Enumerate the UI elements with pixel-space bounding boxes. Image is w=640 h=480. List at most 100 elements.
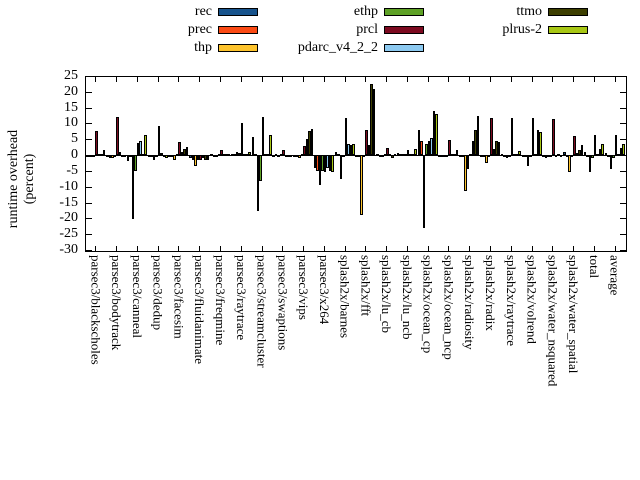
bar-ethp <box>529 155 532 158</box>
bar-rec <box>210 153 213 156</box>
bar-plrus-2 <box>310 128 314 156</box>
bar-prec <box>129 155 132 158</box>
x-tick-top <box>469 77 471 82</box>
x-category-label: parsec3/canneal <box>129 255 145 339</box>
bar-ethp <box>259 155 262 181</box>
bar-plrus-2 <box>227 153 230 156</box>
legend-swatch-prec <box>218 26 258 34</box>
bar-prcl <box>178 142 181 156</box>
bar-thp <box>401 153 405 156</box>
bar-ethp <box>591 155 594 158</box>
bar-prcl <box>552 118 555 156</box>
x-tick-bottom <box>427 246 429 251</box>
bar-prec <box>440 155 444 158</box>
bar-ethp <box>300 153 304 156</box>
bar-rec <box>438 155 441 158</box>
bar-plrus-2 <box>165 155 168 158</box>
y-tick-label-10: 10 <box>64 115 78 131</box>
bar-plrus-2 <box>435 113 438 156</box>
bar-thp <box>90 155 93 158</box>
y-tick-right <box>620 202 626 204</box>
legend-label-prcl: prcl <box>356 22 378 37</box>
bar-plrus-2 <box>559 155 563 158</box>
bar-ttmo <box>204 155 207 160</box>
bar-pdarc_v4_2_2 <box>575 152 579 156</box>
bar-pdarc_v4_2_2 <box>180 152 184 156</box>
bar-thp <box>422 155 426 228</box>
bar-thp <box>277 155 280 158</box>
y-tick-right <box>620 170 626 172</box>
x-category-label: splash2x/barnes <box>337 255 353 339</box>
y-tick-right <box>620 250 626 251</box>
x-tick-bottom <box>199 246 201 251</box>
bar-pdarc_v4_2_2 <box>201 155 205 159</box>
bar-prcl <box>240 122 244 156</box>
legend-swatch-thp <box>218 44 258 52</box>
bar-rec <box>334 151 338 156</box>
x-tick-top <box>116 77 118 82</box>
bar-thp <box>318 155 322 185</box>
legend-swatch-pdarc_v4_2_2 <box>384 44 424 52</box>
bar-thp <box>568 155 571 173</box>
bar-rec <box>604 152 608 156</box>
bar-ethp <box>92 155 96 158</box>
bar-plrus-2 <box>497 141 500 156</box>
y-tick-left <box>86 91 92 93</box>
bar-prec <box>295 155 299 158</box>
plot-area <box>85 76 627 252</box>
x-tick-bottom <box>552 246 554 251</box>
bar-thp <box>256 155 260 211</box>
bar-ttmo <box>495 140 498 156</box>
x-tick-top <box>365 77 367 82</box>
bar-ethp <box>570 155 574 158</box>
y-tick-right <box>620 234 626 236</box>
x-tick-top <box>510 77 512 82</box>
bar-prec <box>378 155 382 158</box>
y-tick-label--5: -5 <box>66 162 78 178</box>
y-tick-left <box>86 76 92 77</box>
bar-ttmo <box>598 149 602 156</box>
bar-rec <box>147 155 151 158</box>
y-tick-label-20: 20 <box>64 83 78 99</box>
y-tick-label--10: -10 <box>59 178 78 194</box>
bar-prec <box>337 153 340 156</box>
bar-prcl <box>199 155 202 160</box>
bar-plrus-2 <box>185 146 189 156</box>
y-tick-label--25: -25 <box>59 226 78 242</box>
bar-pdarc_v4_2_2 <box>430 137 433 156</box>
bar-ttmo <box>432 110 436 156</box>
x-tick-top <box>199 77 201 82</box>
bar-plrus-2 <box>206 155 210 161</box>
bar-rec <box>126 155 130 162</box>
bar-pdarc_v4_2_2 <box>617 153 620 156</box>
x-tick-top <box>386 77 388 82</box>
bar-plrus-2 <box>518 151 521 156</box>
x-tick-top <box>344 77 346 82</box>
bar-plrus-2 <box>601 144 604 156</box>
legend-label-ttmo: ttmo <box>516 4 542 19</box>
bar-ttmo <box>453 153 456 156</box>
bar-rec <box>376 153 379 156</box>
x-category-label: parsec3/x264 <box>316 255 332 325</box>
bar-prcl <box>469 153 472 156</box>
bar-plrus-2 <box>102 150 106 156</box>
bar-ethp <box>466 155 470 170</box>
bar-thp <box>464 155 467 192</box>
bar-ethp <box>612 155 615 159</box>
legend-swatch-prcl <box>384 26 424 34</box>
y-tick-left <box>86 139 92 141</box>
bar-prec <box>316 155 319 171</box>
x-tick-bottom <box>614 246 616 251</box>
bar-prec <box>586 155 589 158</box>
bar-ethp <box>508 155 511 158</box>
bar-prcl <box>282 150 285 156</box>
y-tick-left <box>86 107 92 109</box>
bar-rec <box>293 155 296 158</box>
bar-prec <box>150 155 153 158</box>
bar-prec <box>254 153 257 156</box>
bar-prcl <box>261 117 265 156</box>
bar-ethp <box>425 144 428 156</box>
bar-plrus-2 <box>539 132 542 156</box>
bar-pdarc_v4_2_2 <box>409 153 412 156</box>
bar-rec <box>521 155 525 158</box>
